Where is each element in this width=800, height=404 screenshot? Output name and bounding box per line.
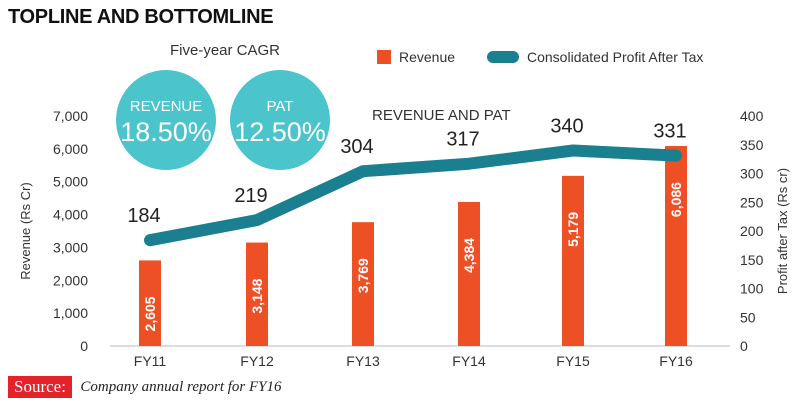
legend-revenue: Revenue — [377, 48, 455, 66]
y-right-tick-label: 150 — [740, 252, 764, 268]
source-badge: Source: — [8, 376, 72, 398]
y-right-tick-label: 50 — [740, 309, 756, 325]
source-footer: Source: Company annual report for FY16 — [8, 376, 282, 400]
y-left-tick-label: 6,000 — [53, 141, 88, 157]
revenue-bar-label: 3,769 — [355, 258, 371, 293]
y-right-axis-title: Profit after Tax (Rs cr) — [775, 168, 790, 294]
y-right-tick-label: 300 — [740, 166, 764, 182]
pat-point — [675, 154, 677, 157]
x-tick-label: FY14 — [452, 353, 486, 369]
revenue-bar — [139, 260, 161, 346]
x-tick-label: FY11 — [134, 353, 167, 369]
pat-value-label: 304 — [340, 136, 373, 158]
revenue-bar-label: 3,148 — [249, 278, 265, 313]
legend-line-swatch — [487, 51, 519, 64]
cagr-pat-value: 12.50% — [234, 117, 326, 147]
revenue-bar — [562, 175, 584, 346]
revenue-bar-label: 2,605 — [142, 296, 158, 331]
x-tick-label: FY16 — [659, 353, 693, 369]
y-left-tick-label: 7,000 — [53, 108, 88, 124]
cagr-revenue-badge: REVENUE 18.50% — [116, 70, 216, 170]
revenue-bar — [246, 242, 268, 346]
pat-value-label: 317 — [446, 129, 479, 151]
pat-point — [468, 162, 470, 165]
revenue-bar-label: 6,086 — [668, 182, 684, 217]
cagr-heading: Five-year CAGR — [170, 42, 281, 59]
pat-point — [362, 170, 364, 173]
y-right-tick-label: 250 — [740, 194, 764, 210]
y-left-tick-label: 4,000 — [53, 207, 88, 223]
y-right-tick-label: 0 — [740, 338, 748, 354]
source-text: Company annual report for FY16 — [80, 378, 282, 395]
pat-value-label: 219 — [234, 185, 267, 207]
y-left-tick-label: 1,000 — [53, 305, 88, 321]
y-left-axis-title: Revenue (Rs Cr) — [18, 182, 33, 280]
legend-pat: Consolidated Profit After Tax — [487, 48, 703, 66]
pat-point — [572, 149, 574, 152]
cagr-pat-label: PAT — [266, 98, 294, 115]
y-left-tick-label: 0 — [80, 338, 88, 354]
cagr-pat-badge: PAT 12.50% — [230, 70, 330, 170]
pat-point — [256, 219, 258, 222]
legend-revenue-label: Revenue — [399, 49, 456, 66]
y-right-tick-label: 350 — [740, 137, 764, 153]
cagr-revenue-value: 18.50% — [120, 117, 212, 147]
x-tick-label: FY13 — [346, 353, 380, 369]
revenue-bar-label: 4,384 — [461, 238, 477, 273]
revenue-bar — [352, 222, 374, 346]
pat-value-label: 340 — [550, 116, 583, 138]
x-tick-label: FY15 — [556, 353, 590, 369]
y-right-tick-label: 400 — [740, 108, 764, 124]
legend-bar-swatch — [377, 50, 391, 65]
pat-value-label: 184 — [127, 205, 160, 227]
revenue-bar-label: 5,179 — [565, 212, 581, 247]
pat-line — [144, 144, 682, 247]
pat-value-label: 331 — [653, 121, 686, 143]
pat-point — [149, 239, 151, 242]
chart-title: REVENUE AND PAT — [372, 107, 511, 124]
y-right-tick-label: 200 — [740, 223, 764, 239]
revenue-bar — [458, 201, 480, 346]
legend-pat-label: Consolidated Profit After Tax — [527, 49, 704, 66]
x-tick-label: FY12 — [240, 353, 274, 369]
y-right-tick-label: 100 — [740, 281, 764, 297]
y-left-tick-label: 2,000 — [53, 272, 88, 288]
y-left-tick-label: 3,000 — [53, 239, 88, 255]
y-left-tick-label: 5,000 — [53, 174, 88, 190]
revenue-bar — [665, 146, 687, 346]
page-title: TOPLINE AND BOTTOMLINE — [8, 6, 274, 28]
cagr-revenue-label: REVENUE — [129, 98, 203, 115]
